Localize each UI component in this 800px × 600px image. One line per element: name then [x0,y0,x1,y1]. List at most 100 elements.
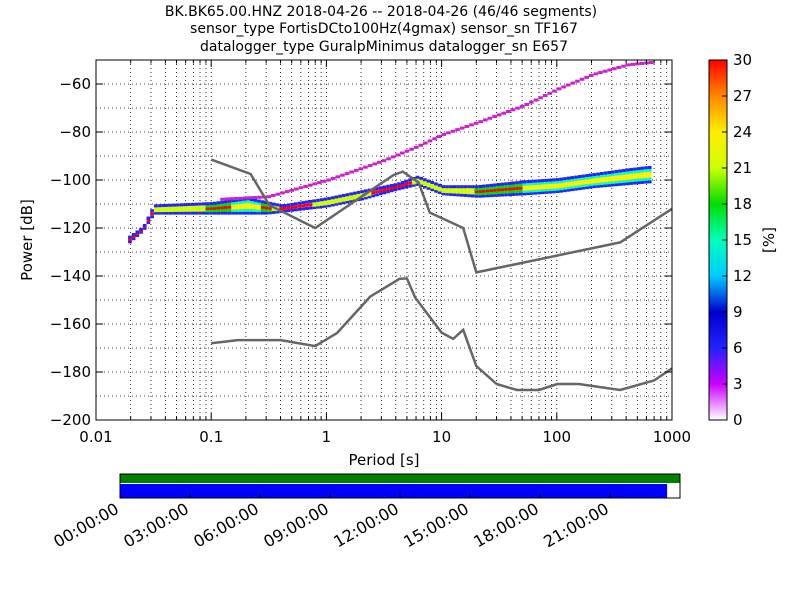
density-cell [629,170,634,174]
density-cell [511,192,516,196]
density-cell [544,186,549,190]
density-cell [249,200,254,204]
density-cell [164,209,169,213]
density-cell [249,206,254,210]
density-cell [294,205,298,209]
density-cell [570,183,575,187]
density-cell [544,178,549,182]
density-cell [153,206,158,210]
density-cell [209,209,213,213]
density-cell [633,173,637,177]
density-cell [238,206,243,210]
density-cell [242,211,247,215]
density-cell [319,200,324,204]
density-cell [378,192,383,196]
density-cell [161,211,165,215]
density-cell [574,182,578,186]
density-cell [382,188,387,192]
density-cell [470,185,475,189]
timeline-coverage-bar [120,484,668,498]
density-cell [268,211,272,215]
density-cell [500,188,505,192]
density-cell [596,172,600,176]
density-cell [500,193,505,197]
density-cell [194,208,199,212]
density-cell [574,187,578,191]
density-cell [334,195,339,199]
density-cell [574,175,578,179]
density-cell [205,211,210,215]
density-cell [529,184,534,188]
density-cell [548,180,553,184]
density-cell [172,211,177,215]
density-cell-low [400,151,405,155]
density-cell [323,200,328,204]
density-cell [253,211,258,215]
density-cell [264,211,269,215]
density-cell-low [635,62,640,66]
density-cell [474,185,479,189]
density-cell-low [542,94,548,98]
density-cell [319,198,324,202]
density-cell [592,175,597,179]
density-cell [294,208,298,212]
density-cell [212,209,217,213]
density-cell [647,174,652,178]
density-cell-low [358,167,364,171]
density-cell [271,210,276,214]
density-cell-low [612,67,617,71]
density-cell [563,189,567,193]
y-tick-label: −80 [59,123,91,141]
density-cell [257,204,261,208]
x-tick-label: 0.01 [79,428,112,446]
density-cell [334,197,339,201]
density-cell [212,201,217,205]
density-cell [297,201,302,205]
density-cell [611,173,615,177]
density-cell-low [427,139,433,143]
density-cell [585,178,589,182]
density-cell [242,200,247,204]
density-cell [500,182,505,186]
density-cell [268,201,272,205]
density-cell-low [602,69,608,73]
density-cell [235,201,239,205]
density-cell-low [266,195,272,199]
density-cell [360,192,365,196]
title-line-2: sensor_type FortisDCto100Hz(4gmax) senso… [190,21,578,37]
density-cell [172,206,177,210]
axes: 0.01 0.1 1 10 100 1000 −200 −180 −160 −140 −120 −10… [50,59,691,446]
density-cell [548,178,553,182]
density-cell [419,179,424,183]
density-cell [301,207,306,211]
noise-model-lines [210,158,673,392]
density-cell [581,179,586,183]
density-cell [161,204,165,208]
density-cell [522,180,527,184]
density-cell-low [372,162,377,166]
density-cell [518,180,523,184]
density-cell [540,183,545,187]
density-cell [599,179,604,183]
density-cell [611,183,615,187]
density-cell [223,208,228,212]
density-cell [456,185,460,189]
density-cell [603,171,608,175]
density-cell [271,202,276,206]
density-cell [559,182,564,186]
density-cell [489,191,494,195]
density-cell [504,187,508,191]
density-cell-low [409,147,414,151]
density-cell [400,180,405,184]
density-cell-low [538,96,543,100]
density-cell [179,203,184,207]
density-cell [507,193,512,197]
density-cell-low [326,178,331,182]
density-cell [408,178,412,182]
density-cell [323,197,328,201]
density-cell [555,178,560,182]
density-cell-low [307,183,313,187]
density-cell-low [376,160,382,164]
density-cell [294,202,298,206]
